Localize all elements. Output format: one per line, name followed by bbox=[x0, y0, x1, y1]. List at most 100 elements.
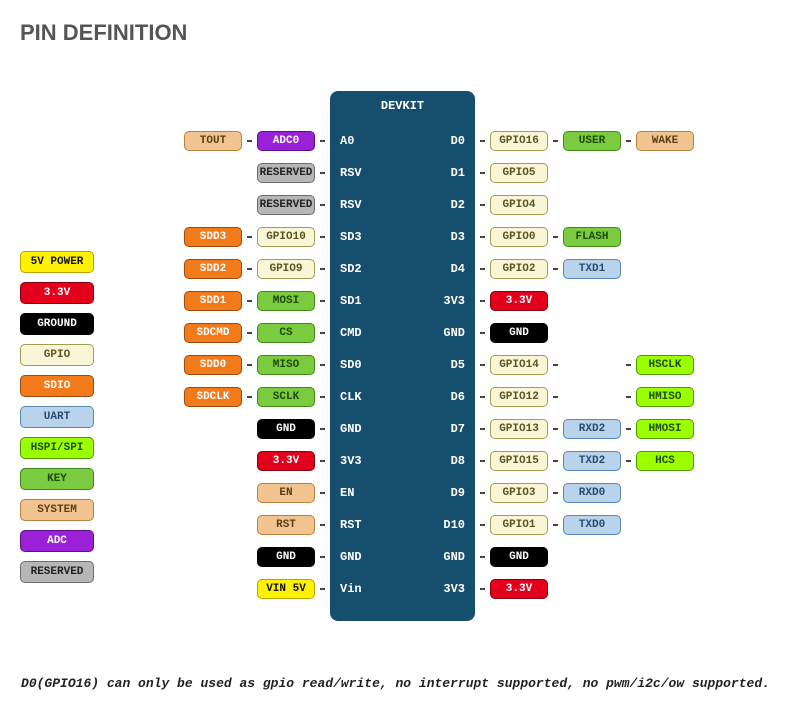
page-title: PIN DEFINITION bbox=[20, 20, 771, 46]
pill-gap bbox=[563, 397, 621, 398]
left-row-12: RST bbox=[257, 515, 325, 535]
diagram-container: 5V POWER3.3VGROUNDGPIOSDIOUARTHSPI/SPIKE… bbox=[20, 76, 771, 656]
right-row-3: GPIO0 FLASH bbox=[480, 227, 621, 247]
legend-uart: UART bbox=[20, 406, 94, 428]
pill-3-3v: 3.3V bbox=[490, 291, 548, 311]
pill-gpio5: GPIO5 bbox=[490, 163, 548, 183]
left-row-8: SCLKSDCLK bbox=[184, 387, 325, 407]
connector bbox=[320, 204, 325, 206]
left-row-13: GND bbox=[257, 547, 325, 567]
connector bbox=[626, 428, 631, 430]
pill-rst: RST bbox=[257, 515, 315, 535]
connector bbox=[553, 236, 558, 238]
chip-pin-right-d0: D0 bbox=[425, 134, 465, 148]
connector bbox=[320, 556, 325, 558]
chip-pin-left-sd1: SD1 bbox=[340, 294, 380, 308]
left-row-11: EN bbox=[257, 483, 325, 503]
chip-pin-left-gnd: GND bbox=[340, 550, 380, 564]
connector bbox=[553, 492, 558, 494]
connector bbox=[553, 460, 558, 462]
pill-gpio14: GPIO14 bbox=[490, 355, 548, 375]
legend-reserved: RESERVED bbox=[20, 561, 94, 583]
left-row-7: MISOSDD0 bbox=[184, 355, 325, 375]
connector bbox=[480, 172, 485, 174]
pill-gnd: GND bbox=[257, 419, 315, 439]
connector bbox=[480, 332, 485, 334]
chip-pin-right-3v3: 3V3 bbox=[425, 294, 465, 308]
pill-gpio12: GPIO12 bbox=[490, 387, 548, 407]
pill-gpio16: GPIO16 bbox=[490, 131, 548, 151]
chip-pin-right-d10: D10 bbox=[425, 518, 465, 532]
pill-gpio3: GPIO3 bbox=[490, 483, 548, 503]
footnote: D0(GPIO16) can only be used as gpio read… bbox=[20, 676, 771, 691]
connector bbox=[320, 332, 325, 334]
left-row-5: MOSI SDD1 bbox=[184, 291, 325, 311]
right-row-11: GPIO3RXD0 bbox=[480, 483, 621, 503]
pill-gnd: GND bbox=[490, 323, 548, 343]
connector bbox=[553, 364, 558, 366]
chip-pin-left-rsv: RSV bbox=[340, 198, 380, 212]
chip-pin-right-gnd: GND bbox=[425, 550, 465, 564]
connector bbox=[626, 460, 631, 462]
pill-gpio1: GPIO1 bbox=[490, 515, 548, 535]
pill-mosi: MOSI bbox=[257, 291, 315, 311]
left-row-9: GND bbox=[257, 419, 325, 439]
connector bbox=[480, 236, 485, 238]
chip-pin-right-d5: D5 bbox=[425, 358, 465, 372]
right-row-0: GPIO16USERWAKE bbox=[480, 131, 694, 151]
pill-en: EN bbox=[257, 483, 315, 503]
legend-5v: 5V POWER bbox=[20, 251, 94, 273]
legend-adc: ADC bbox=[20, 530, 94, 552]
chip-pin-left-sd2: SD2 bbox=[340, 262, 380, 276]
pill-flash: FLASH bbox=[563, 227, 621, 247]
connector bbox=[480, 428, 485, 430]
left-row-0: ADC0TOUT bbox=[184, 131, 325, 151]
right-row-10: GPIO15 TXD2 HCS bbox=[480, 451, 694, 471]
connector bbox=[320, 460, 325, 462]
pill-sdd3: SDD3 bbox=[184, 227, 242, 247]
connector bbox=[553, 524, 558, 526]
chip-pin-right-d4: D4 bbox=[425, 262, 465, 276]
connector bbox=[480, 364, 485, 366]
connector bbox=[480, 204, 485, 206]
legend-3v3: 3.3V bbox=[20, 282, 94, 304]
chip-pin-left-rst: RST bbox=[340, 518, 380, 532]
legend-gpio: GPIO bbox=[20, 344, 94, 366]
right-row-4: GPIO2TXD1 bbox=[480, 259, 621, 279]
pill-3-3v: 3.3V bbox=[490, 579, 548, 599]
connector bbox=[247, 364, 252, 366]
right-row-6: GND bbox=[480, 323, 548, 343]
pill-txd2: TXD2 bbox=[563, 451, 621, 471]
chip-pin-left-cmd: CMD bbox=[340, 326, 380, 340]
connector bbox=[320, 140, 325, 142]
pill-user: USER bbox=[563, 131, 621, 151]
chip-pin-right-d1: D1 bbox=[425, 166, 465, 180]
connector bbox=[320, 492, 325, 494]
connector bbox=[320, 268, 325, 270]
pill-tout: TOUT bbox=[184, 131, 242, 151]
pill-txd1: TXD1 bbox=[563, 259, 621, 279]
pill-gpio13: GPIO13 bbox=[490, 419, 548, 439]
pill-gpio15: GPIO15 bbox=[490, 451, 548, 471]
chip-title: DEVKIT bbox=[330, 99, 475, 113]
connector bbox=[626, 140, 631, 142]
right-row-13: GND bbox=[480, 547, 548, 567]
pill-gap bbox=[563, 365, 621, 366]
pill-hcs: HCS bbox=[636, 451, 694, 471]
chip-pin-right-d2: D2 bbox=[425, 198, 465, 212]
connector bbox=[247, 396, 252, 398]
connector bbox=[553, 396, 558, 398]
right-row-9: GPIO13RXD2HMOSI bbox=[480, 419, 694, 439]
chip-pin-left-vin: Vin bbox=[340, 582, 380, 596]
connector bbox=[480, 300, 485, 302]
pill-sdd1: SDD1 bbox=[184, 291, 242, 311]
legend: 5V POWER3.3VGROUNDGPIOSDIOUARTHSPI/SPIKE… bbox=[20, 251, 94, 583]
pill-gpio9: GPIO9 bbox=[257, 259, 315, 279]
chip-pin-left-rsv: RSV bbox=[340, 166, 380, 180]
pill-reserved: RESERVED bbox=[257, 195, 315, 215]
chip-pin-left-gnd: GND bbox=[340, 422, 380, 436]
pill-gpio0: GPIO0 bbox=[490, 227, 548, 247]
chip-pin-right-d6: D6 bbox=[425, 390, 465, 404]
chip-pin-left-3v3: 3V3 bbox=[340, 454, 380, 468]
right-row-2: GPIO4 bbox=[480, 195, 548, 215]
